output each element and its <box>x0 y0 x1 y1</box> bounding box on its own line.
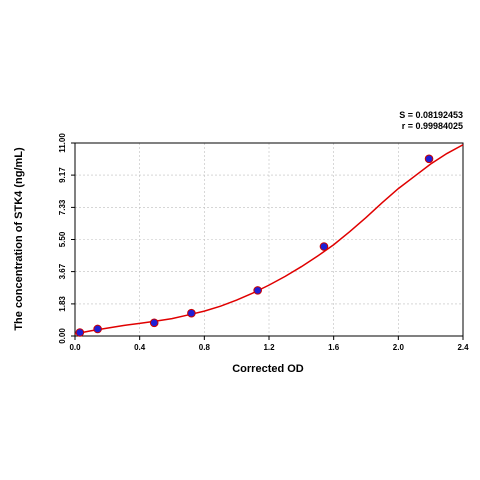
x-tick-label: 2.0 <box>393 343 405 352</box>
y-axis-ticks: 0.00 1.83 3.67 5.50 7.33 9.17 11.00 <box>58 133 75 344</box>
x-axis-ticks: 0.0 0.4 0.8 1.2 1.6 2.0 2.4 <box>69 336 469 352</box>
fit-curve-line <box>74 144 464 335</box>
y-tick-label: 9.17 <box>58 167 67 183</box>
y-tick-label: 3.67 <box>58 263 67 279</box>
data-point <box>187 308 196 318</box>
data-points <box>75 154 434 337</box>
x-tick-label: 0.0 <box>69 343 81 352</box>
x-tick-label: 0.4 <box>134 343 146 352</box>
fit-stat-r: r = 0.99984025 <box>402 121 463 131</box>
y-tick-label: 7.33 <box>58 199 67 215</box>
grid-lines <box>75 143 463 336</box>
y-tick-label: 11.00 <box>58 133 67 153</box>
x-axis-label: Corrected OD <box>232 363 304 375</box>
x-tick-label: 1.6 <box>328 343 340 352</box>
y-axis-label: The concentration of STK4 (ng/mL) <box>13 147 25 331</box>
data-point <box>319 242 329 251</box>
y-tick-label: 1.83 <box>58 296 67 312</box>
data-point <box>253 286 262 295</box>
fit-stat-s: S = 0.08192453 <box>399 110 463 120</box>
y-tick-label: 5.50 <box>58 231 67 247</box>
data-point <box>75 328 85 337</box>
data-point <box>149 318 159 328</box>
x-tick-label: 0.8 <box>199 343 211 352</box>
data-point <box>424 154 434 164</box>
x-tick-label: 1.2 <box>263 343 275 352</box>
y-tick-label: 0.00 <box>58 328 67 344</box>
data-point <box>93 324 102 334</box>
x-tick-label: 2.4 <box>457 343 469 352</box>
